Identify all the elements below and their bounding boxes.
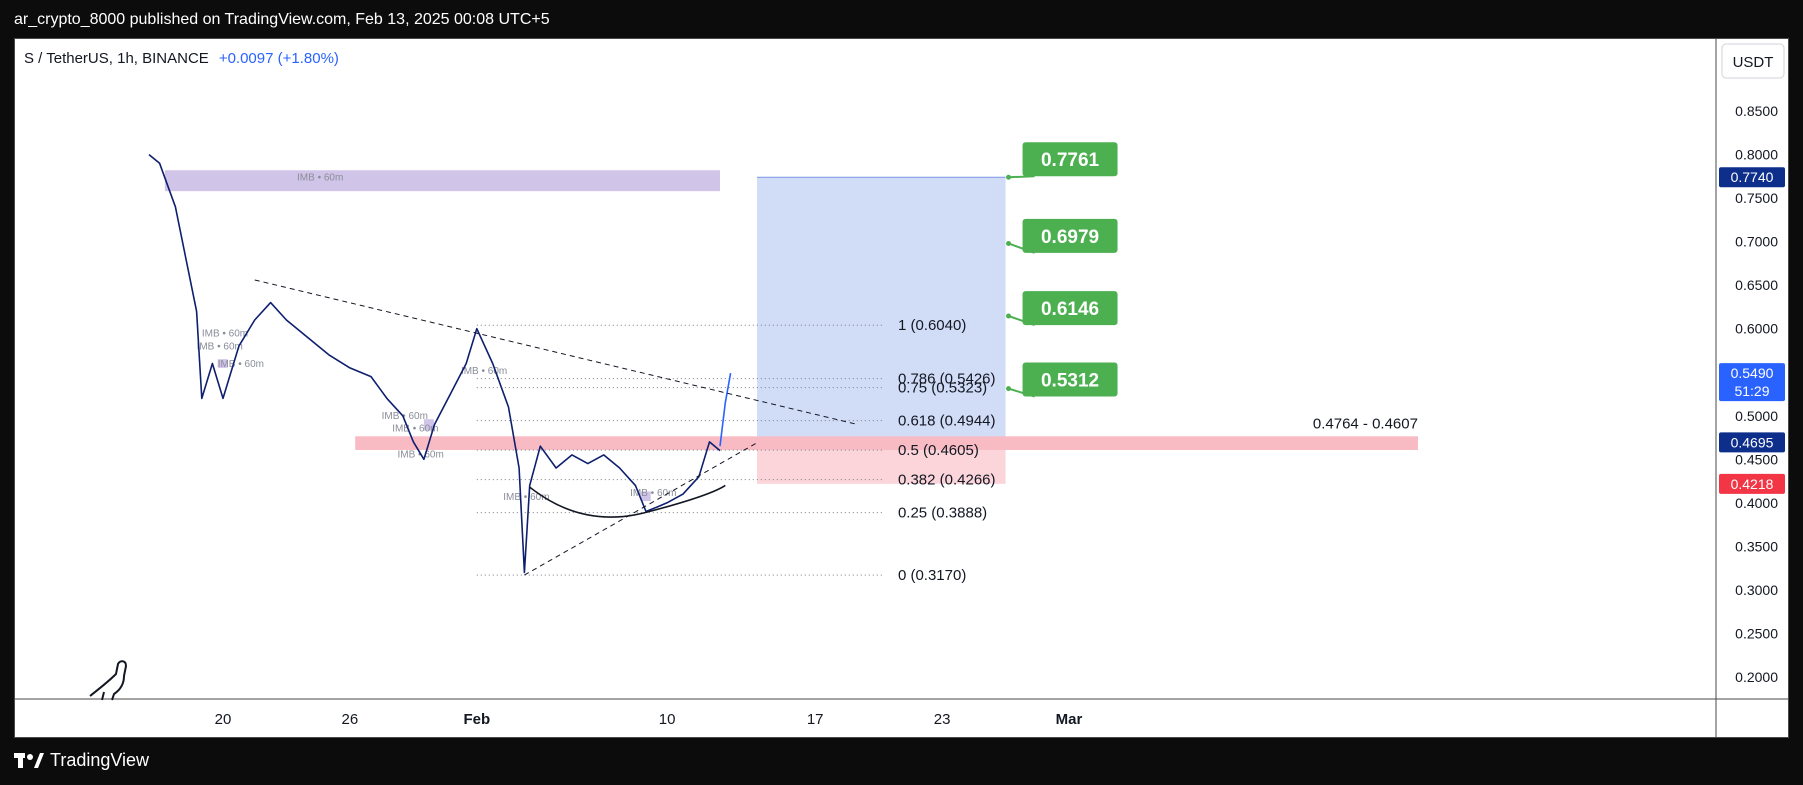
symbol-line: S / TetherUS, 1h, BINANCE <box>24 50 209 67</box>
price-tag <box>1719 432 1785 453</box>
rounding-bottom-curve <box>529 484 726 518</box>
imb-zone[interactable] <box>164 170 721 192</box>
imb-box <box>423 419 434 431</box>
y-tick-label: 0.2500 <box>1735 625 1778 641</box>
fib-label: 0.75 (0.5323) <box>898 380 987 397</box>
target-label: 0.6979 <box>1041 227 1099 248</box>
fib-label: 1 (0.6040) <box>898 317 966 334</box>
y-tick-label: 0.3000 <box>1735 582 1778 598</box>
fib-label: 0.5 (0.4605) <box>898 442 979 459</box>
target-label: 0.5312 <box>1041 370 1099 391</box>
imb-label: IMB • 60m <box>218 359 264 370</box>
y-tick-label: 0.7500 <box>1735 190 1778 206</box>
price-tag-label: 0.5490 <box>1731 365 1774 381</box>
target-label-box[interactable] <box>1022 291 1118 326</box>
price-tag-label: 0.7740 <box>1731 169 1774 185</box>
imb-label: IMB • 60m <box>630 488 676 499</box>
y-tick-label: 0.5000 <box>1735 408 1778 424</box>
y-tick-label: 0.4500 <box>1735 451 1778 467</box>
target-label-box[interactable] <box>1022 142 1118 177</box>
target-label-box[interactable] <box>1022 218 1118 253</box>
descending-trendline <box>254 279 858 425</box>
publish-line: ar_crypto_8000 published on TradingView.… <box>14 11 550 28</box>
target-anchor-dot <box>1006 174 1012 180</box>
tradingview-wordmark: TradingView <box>50 750 150 770</box>
x-tick-label: 10 <box>659 711 676 728</box>
x-tick-label: 26 <box>342 711 359 728</box>
imb-label: IMB • 60m <box>382 411 428 422</box>
target-anchor-dot <box>1006 386 1012 392</box>
y-tick-label: 0.6000 <box>1735 321 1778 337</box>
imb-label: IMB • 60m <box>392 423 438 434</box>
x-tick-label: 17 <box>807 711 824 728</box>
price-tag-countdown: 51:29 <box>1734 383 1769 399</box>
tradingview-logo-icon <box>14 752 44 768</box>
target-label: 0.7761 <box>1041 150 1100 171</box>
y-tick-label: 0.2000 <box>1735 669 1778 685</box>
target-label: 0.6146 <box>1041 299 1099 320</box>
supply-demand-zone[interactable] <box>355 436 1418 450</box>
y-tick-label: 0.6500 <box>1735 277 1778 293</box>
imb-box <box>640 491 651 502</box>
x-tick-label: 20 <box>215 711 232 728</box>
imb-label: IMB • 60m <box>503 492 549 503</box>
y-tick-label: 0.4000 <box>1735 495 1778 511</box>
currency-label: USDT <box>1733 54 1774 71</box>
target-label-box[interactable] <box>1022 362 1118 397</box>
x-tick-label: Mar <box>1056 711 1083 728</box>
zone-label: 0.4764 - 0.4607 <box>1313 415 1418 432</box>
imb-label: IMB • 60m <box>461 366 507 377</box>
y-tick-label: 0.8000 <box>1735 147 1778 163</box>
fib-label: 0.618 (0.4944) <box>898 413 996 430</box>
y-tick-label: 0.7000 <box>1735 234 1778 250</box>
price-series-line[interactable] <box>148 153 721 574</box>
fib-label: 0 (0.3170) <box>898 567 966 584</box>
price-tag <box>1719 363 1785 402</box>
imb-label: IMB • 60m <box>297 173 343 184</box>
price-tag-label: 0.4695 <box>1731 434 1774 450</box>
price-tag <box>1719 167 1785 188</box>
imb-label: IMB • 60m <box>197 342 243 353</box>
target-anchor-dot <box>1006 313 1012 319</box>
footer-bar: TradingView <box>0 738 1803 785</box>
target-zone[interactable] <box>757 177 1006 443</box>
fib-label: 0.786 (0.5426) <box>898 371 996 388</box>
price-series-recent[interactable] <box>719 372 732 447</box>
price-tag <box>1719 473 1785 494</box>
fib-label: 0.25 (0.3888) <box>898 505 987 522</box>
price-tag-label: 0.4218 <box>1731 476 1774 492</box>
currency-box[interactable] <box>1721 43 1785 79</box>
publish-header: ar_crypto_8000 published on TradingView.… <box>0 0 1803 38</box>
y-tick-label: 0.3500 <box>1735 538 1778 554</box>
change-line: +0.0097 (+1.80%) <box>219 50 339 67</box>
imb-box <box>217 359 228 368</box>
dino-icon <box>89 660 128 701</box>
x-tick-label: 23 <box>934 711 951 728</box>
target-pointer <box>1008 175 1035 179</box>
y-tick-label: 0.8500 <box>1735 103 1778 119</box>
tradingview-logo[interactable]: TradingView <box>14 750 149 771</box>
ascending-trendline <box>524 442 758 576</box>
target-anchor-dot <box>1006 240 1012 246</box>
x-tick-label: Feb <box>463 711 490 728</box>
fib-label: 0.382 (0.4266) <box>898 472 996 489</box>
imb-label: IMB • 60m <box>202 329 248 340</box>
